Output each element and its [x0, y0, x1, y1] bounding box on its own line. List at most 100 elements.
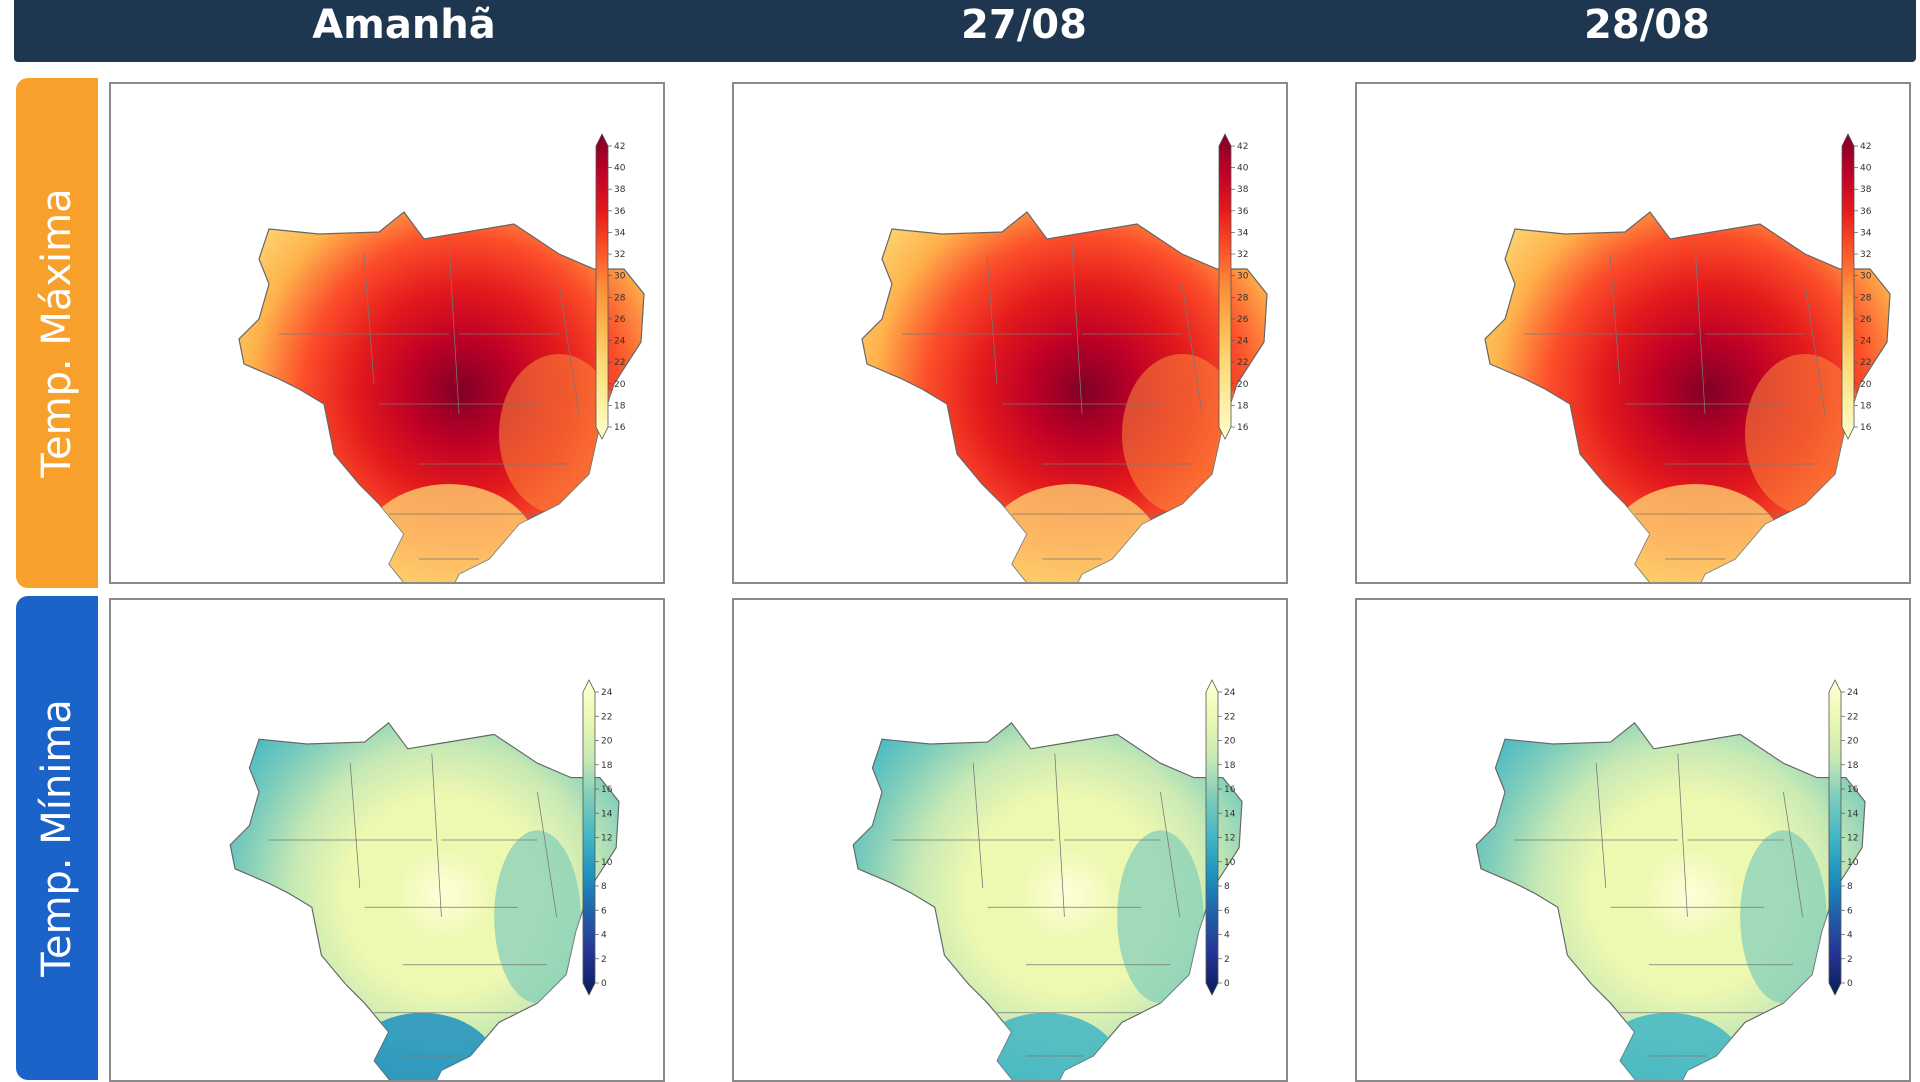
scale-tick-label: 0	[601, 979, 607, 989]
scale-tick-label: 34	[1860, 228, 1872, 238]
scale-tick-label: 36	[1237, 207, 1249, 217]
scale-tick-label: 32	[1860, 250, 1871, 260]
brazil-map	[861, 211, 1268, 582]
scale-tick-label: 24	[1224, 688, 1236, 698]
map-svg: 16 18 20 22 24 26 28 30 32 34 36 38 40 42	[238, 133, 645, 582]
scale-tick-label: 10	[1224, 858, 1236, 868]
map-panel-max-amanha: 16 18 20 22 24 26 28 30 32 34 36 38 40 42	[109, 82, 665, 584]
map-svg: 16 18 20 22 24 26 28 30 32 34 36 38 40 42	[861, 133, 1268, 582]
scale-tick-label: 14	[1224, 809, 1236, 819]
scale-tick-label: 28	[1237, 293, 1249, 303]
scale-tick-label: 12	[1847, 834, 1858, 844]
scale-tick-label: 24	[1237, 337, 1249, 347]
column-title-2808: 28/08	[1584, 2, 1710, 48]
scale-tick-label: 22	[1860, 358, 1871, 368]
map-panel-min-2808: 0 2 4 6 8 10 12 14 16 18 20 22 24	[1355, 598, 1911, 1082]
brazil-map	[1484, 211, 1891, 582]
scale-tick-label: 20	[1237, 380, 1249, 390]
scale-tick-label: 2	[1224, 955, 1230, 965]
scale-tick-label: 40	[614, 164, 626, 174]
map-panel-max-2808: 16 18 20 22 24 26 28 30 32 34 36 38 40 42	[1355, 82, 1911, 584]
brazil-map	[1475, 722, 1866, 1080]
scale-tick-label: 22	[601, 712, 612, 722]
scale-tick-label: 30	[614, 272, 626, 282]
row-label-temp-max: Temp. Máxima	[34, 188, 80, 478]
scale-tick-label: 18	[1237, 401, 1249, 411]
scale-tick-label: 6	[1224, 906, 1230, 916]
scale-tick-label: 18	[614, 401, 626, 411]
scale-tick-label: 38	[1860, 185, 1872, 195]
scale-tick-label: 42	[1860, 142, 1871, 152]
brazil-map	[852, 722, 1243, 1080]
column-title-amanha: Amanhã	[312, 2, 496, 48]
scale-tick-label: 18	[601, 761, 613, 771]
scale-tick-label: 36	[614, 207, 626, 217]
scale-tick-label: 20	[1224, 737, 1236, 747]
scale-tick-label: 40	[1237, 164, 1249, 174]
scale-tick-label: 42	[614, 142, 625, 152]
scale-tick-label: 24	[614, 337, 626, 347]
scale-tick-label: 22	[614, 358, 625, 368]
scale-tick-label: 8	[601, 882, 607, 892]
brazil-map	[238, 211, 645, 582]
scale-tick-label: 26	[614, 315, 626, 325]
scale-tick-label: 16	[601, 785, 613, 795]
scale-tick-label: 18	[1860, 401, 1872, 411]
scale-tick-label: 40	[1860, 164, 1872, 174]
scale-tick-label: 16	[1224, 785, 1236, 795]
scale-tick-label: 28	[1860, 293, 1872, 303]
scale-tick-label: 4	[1847, 931, 1853, 941]
scale-tick-label: 36	[1860, 207, 1872, 217]
scale-tick-label: 30	[1860, 272, 1872, 282]
scale-tick-label: 30	[1237, 272, 1249, 282]
scale-tick-label: 0	[1224, 979, 1230, 989]
scale-tick-label: 34	[1237, 228, 1249, 238]
brazil-map	[229, 722, 620, 1080]
scale-tick-label: 0	[1847, 979, 1853, 989]
scale-tick-label: 34	[614, 228, 626, 238]
color-scale-bar	[1841, 133, 1855, 440]
scale-tick-label: 38	[614, 185, 626, 195]
column-title-2708: 27/08	[961, 2, 1087, 48]
color-scale-bar	[1218, 133, 1232, 440]
row-tab-temp-min: Temp. Mínima	[16, 596, 98, 1080]
scale-tick-label: 12	[1224, 834, 1235, 844]
scale-tick-label: 16	[614, 423, 626, 433]
scale-tick-label: 16	[1860, 423, 1872, 433]
scale-tick-label: 18	[1847, 761, 1859, 771]
scale-tick-label: 20	[1847, 737, 1859, 747]
color-scale-bar	[1828, 679, 1842, 996]
row-tab-temp-max: Temp. Máxima	[16, 78, 98, 588]
scale-tick-label: 16	[1847, 785, 1859, 795]
scale-tick-label: 10	[1847, 858, 1859, 868]
scale-tick-label: 42	[1237, 142, 1248, 152]
scale-tick-label: 22	[1237, 358, 1248, 368]
scale-tick-label: 26	[1237, 315, 1249, 325]
scale-tick-label: 20	[1860, 380, 1872, 390]
scale-tick-label: 10	[601, 858, 613, 868]
scale-tick-label: 2	[601, 955, 607, 965]
scale-tick-label: 26	[1860, 315, 1872, 325]
map-panel-max-2708: 16 18 20 22 24 26 28 30 32 34 36 38 40 42	[732, 82, 1288, 584]
scale-tick-label: 8	[1224, 882, 1230, 892]
scale-tick-label: 14	[601, 809, 613, 819]
color-scale-bar	[595, 133, 609, 440]
map-svg: 16 18 20 22 24 26 28 30 32 34 36 38 40 42	[1484, 133, 1891, 582]
map-panel-min-2708: 0 2 4 6 8 10 12 14 16 18 20 22 24	[732, 598, 1288, 1082]
scale-tick-label: 28	[614, 293, 626, 303]
scale-tick-label: 24	[1860, 337, 1872, 347]
scale-tick-label: 18	[1224, 761, 1236, 771]
scale-tick-label: 4	[1224, 931, 1230, 941]
header-bar: Amanhã 27/08 28/08	[14, 0, 1916, 62]
scale-tick-label: 8	[1847, 882, 1853, 892]
scale-tick-label: 22	[1847, 712, 1858, 722]
scale-tick-label: 24	[1847, 688, 1859, 698]
scale-tick-label: 14	[1847, 809, 1859, 819]
scale-tick-label: 16	[1237, 423, 1249, 433]
scale-tick-label: 2	[1847, 955, 1853, 965]
scale-tick-label: 4	[601, 931, 607, 941]
scale-tick-label: 32	[1237, 250, 1248, 260]
